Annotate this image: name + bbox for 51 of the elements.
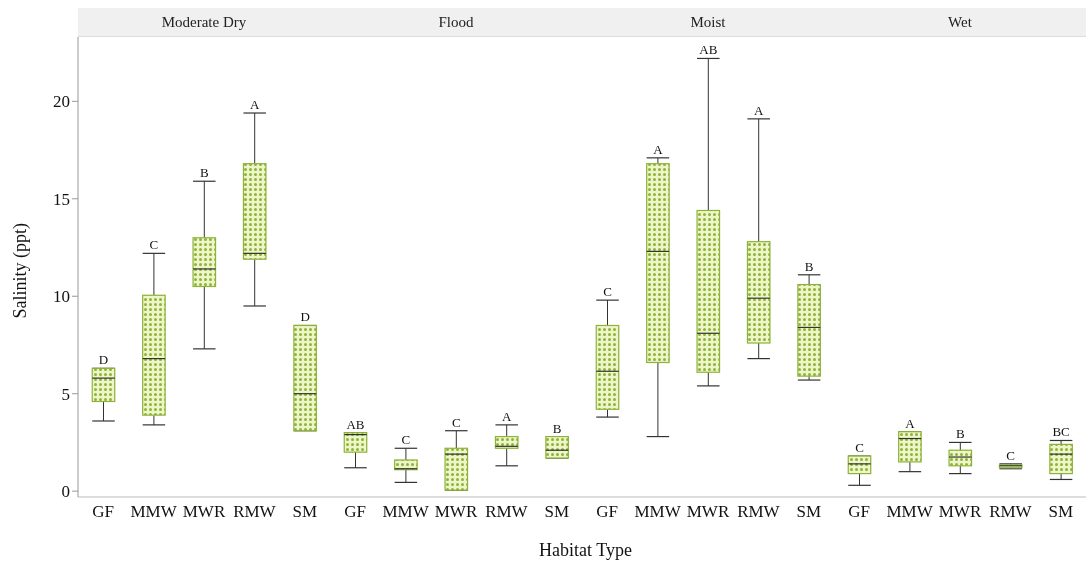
- annotation: C: [603, 284, 612, 300]
- annotation: D: [98, 352, 109, 368]
- x-tick-label: MWR: [686, 502, 730, 522]
- x-tick-label: RMW: [233, 502, 277, 522]
- annotation: A: [653, 141, 664, 157]
- x-tick-label: MMW: [634, 502, 682, 522]
- y-tick-label: 5: [61, 384, 70, 404]
- x-tick-label: MMW: [886, 502, 934, 522]
- chart-title: Moist: [582, 8, 834, 37]
- y-axis-title: Salinity (ppt): [10, 223, 31, 319]
- chart-title: Moderate Dry: [78, 8, 330, 37]
- annotation: B: [804, 258, 814, 274]
- x-tick-label: SM: [544, 502, 570, 522]
- annotation: C: [451, 414, 461, 430]
- annotation: B: [552, 420, 562, 436]
- y-tick-label: 10: [53, 287, 70, 307]
- annotation: AB: [346, 416, 365, 432]
- annotation: B: [199, 165, 209, 181]
- annotation: A: [754, 102, 764, 118]
- annotation: AB: [699, 42, 718, 58]
- x-tick-label: MMW: [382, 502, 430, 522]
- x-tick-label: GF: [344, 502, 367, 522]
- chart-title: Wet: [834, 8, 1086, 37]
- x-axis-title: Habitat Type: [539, 540, 632, 561]
- y-tick-label: 0: [61, 482, 70, 502]
- x-tick-label: GF: [848, 502, 871, 522]
- annotation: C: [401, 432, 411, 448]
- x-tick-label: MWR: [938, 502, 982, 522]
- annotation: B: [955, 426, 965, 442]
- annotation: C: [1006, 447, 1016, 463]
- chart-title: Flood: [330, 8, 582, 37]
- annotation: C: [149, 237, 159, 253]
- x-tick-label: MMW: [130, 502, 178, 522]
- x-tick-label: RMW: [737, 502, 781, 522]
- x-tick-label: SM: [292, 502, 318, 522]
- x-tick-label: GF: [92, 502, 115, 522]
- x-tick-label: RMW: [485, 502, 529, 522]
- annotation: C: [855, 440, 864, 456]
- annotation: A: [250, 97, 260, 113]
- x-tick-label: GF: [596, 502, 619, 522]
- annotation: A: [905, 415, 916, 431]
- annotation: D: [300, 309, 310, 325]
- x-tick-label: MWR: [182, 502, 226, 522]
- x-tick-label: RMW: [989, 502, 1033, 522]
- y-tick-label: 15: [53, 189, 70, 209]
- x-tick-label: SM: [796, 502, 822, 522]
- x-tick-label: MWR: [434, 502, 478, 522]
- annotation: BC: [1052, 424, 1070, 440]
- y-tick-label: 20: [53, 92, 70, 112]
- annotation: A: [502, 408, 512, 424]
- x-tick-label: SM: [1048, 502, 1074, 522]
